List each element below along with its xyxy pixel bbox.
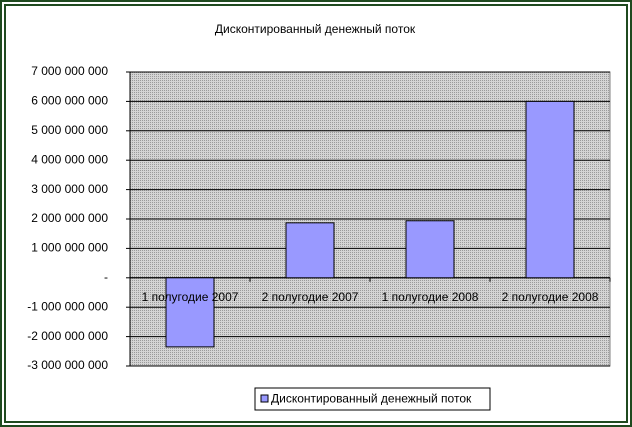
y-tick-label: 5 000 000 000 — [31, 123, 108, 137]
x-tick-label: 1 полугодие 2007 — [142, 290, 239, 304]
y-tick-label: 7 000 000 000 — [31, 64, 108, 78]
y-tick-label: 2 000 000 000 — [31, 211, 108, 225]
y-tick-label: - — [104, 270, 108, 284]
bar — [165, 277, 215, 348]
y-tick-label: 3 000 000 000 — [31, 182, 108, 196]
chart-title: Дисконтированный денежный поток — [215, 22, 416, 36]
inner-border — [4, 4, 628, 423]
x-tick-label: 1 полугодие 2008 — [382, 290, 479, 304]
x-tick-label: 2 полугодие 2008 — [502, 290, 599, 304]
x-tick-label: 2 полугодие 2007 — [262, 290, 359, 304]
legend — [254, 387, 491, 411]
legend-swatch — [260, 394, 269, 403]
y-tick-label: -2 000 000 000 — [27, 329, 108, 343]
y-tick-label: 4 000 000 000 — [31, 152, 108, 166]
y-tick-label: 6 000 000 000 — [31, 94, 108, 108]
y-tick-label: 1 000 000 000 — [31, 241, 108, 255]
bar — [285, 222, 335, 279]
legend-label: Дисконтированный денежный поток — [271, 392, 472, 406]
bar — [405, 220, 455, 279]
y-tick-label: -3 000 000 000 — [27, 358, 108, 372]
bar — [525, 100, 575, 279]
y-tick-label: -1 000 000 000 — [27, 299, 108, 313]
